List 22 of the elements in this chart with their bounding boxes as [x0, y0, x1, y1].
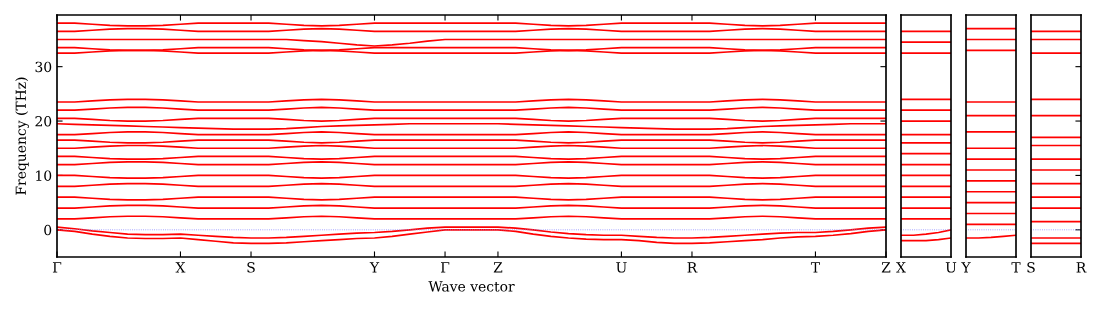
x-tick-label: S — [247, 262, 255, 273]
x-tick-label: S — [1027, 262, 1035, 273]
x-tick-label: Y — [369, 262, 380, 273]
x-tick-label: U — [616, 262, 627, 273]
x-tick-label: Y — [961, 262, 971, 273]
x-tick-label: T — [1011, 262, 1021, 273]
y-tick-label: 0 — [44, 224, 52, 236]
x-tick-label: X — [175, 262, 186, 273]
x-tick-label: X — [896, 262, 906, 273]
x-tick-label: R — [1076, 262, 1087, 273]
y-axis-title: Frequency (THz) — [15, 77, 29, 195]
x-tick-label: Γ — [440, 262, 450, 273]
x-axis-title: Wave vector — [428, 281, 515, 292]
x-tick-label: Z — [881, 262, 891, 273]
x-tick-label: T — [810, 262, 820, 273]
y-tick-label: 20 — [35, 116, 52, 127]
x-tick-label: Γ — [52, 262, 62, 273]
x-tick-label: R — [687, 262, 698, 273]
y-tick-label: 10 — [36, 170, 52, 181]
y-tick-label: 30 — [35, 61, 52, 73]
x-tick-label: Z — [493, 262, 503, 273]
x-tick-label: U — [945, 262, 957, 273]
